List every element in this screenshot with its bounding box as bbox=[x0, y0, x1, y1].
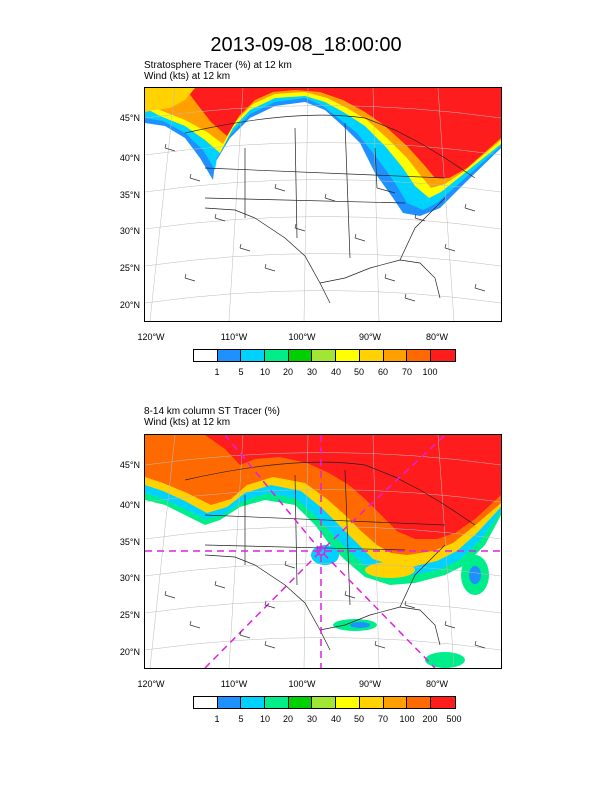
panel1-colorbar-label: 100 bbox=[422, 367, 438, 377]
panel2-lat-label: 35°N bbox=[119, 537, 140, 547]
panel1-colorbar-label: 50 bbox=[353, 367, 364, 377]
panel2-colorbar-label: 50 bbox=[353, 714, 364, 724]
panel2-cross-section-lines bbox=[145, 435, 501, 668]
colorbar-swatch bbox=[312, 697, 337, 708]
panel2-colorbar bbox=[193, 696, 456, 709]
colorbar-swatch bbox=[241, 697, 266, 708]
colorbar-swatch bbox=[194, 697, 218, 708]
colorbar-swatch bbox=[265, 697, 289, 708]
panel2-lon-label: 90°W bbox=[358, 679, 382, 689]
colorbar-swatch bbox=[407, 697, 431, 708]
panel1-tracer-red bbox=[185, 88, 501, 178]
panel1-lat-label: 45°N bbox=[119, 113, 140, 123]
panel1-colorbar bbox=[193, 349, 456, 362]
panel1-subtitle-line2: Wind (kts) at 12 km bbox=[144, 71, 231, 82]
panel1-lat-label: 20°N bbox=[119, 300, 140, 310]
panel2-colorbar-label: 40 bbox=[330, 714, 341, 724]
colorbar-swatch bbox=[359, 697, 384, 708]
colorbar-swatch bbox=[430, 697, 455, 708]
panel1-lat-label: 25°N bbox=[119, 263, 140, 273]
panel2-lat-label: 25°N bbox=[119, 610, 140, 620]
panel2-patch bbox=[350, 622, 370, 628]
figure-title: 2013-09-08_18:00:00 bbox=[210, 34, 402, 56]
panel1-colorbar-label: 20 bbox=[282, 367, 293, 377]
panel2-map-svg bbox=[145, 435, 501, 668]
panel2-map bbox=[144, 434, 502, 669]
colorbar-swatch bbox=[194, 350, 218, 361]
panel1-colorbar-label: 40 bbox=[330, 367, 341, 377]
panel2-wind-barbs bbox=[164, 560, 486, 649]
panel2-center-marker bbox=[316, 546, 326, 556]
panel2-subtitle-line2: Wind (kts) at 12 km bbox=[144, 417, 231, 428]
panel2-colorbar-label: 70 bbox=[377, 714, 388, 724]
panel1-graticule bbox=[145, 88, 501, 321]
panel2-lat-label: 45°N bbox=[119, 460, 140, 470]
panel1-tracer-yellow-west bbox=[145, 88, 195, 112]
colorbar-swatch bbox=[217, 697, 242, 708]
panel1-colorbar-label: 30 bbox=[306, 367, 317, 377]
panel1-map bbox=[144, 87, 502, 322]
panel2-lat-label: 30°N bbox=[119, 573, 140, 583]
panel1-subtitle-line1: Stratosphere Tracer (%) at 12 km bbox=[144, 60, 292, 71]
panel2-colorbar-label: 5 bbox=[238, 714, 244, 724]
colorbar-swatch bbox=[288, 697, 313, 708]
panel1-lat-label: 40°N bbox=[119, 153, 140, 163]
panel2-lon-label: 100°W bbox=[288, 679, 316, 689]
panel1-lon-label: 120°W bbox=[137, 332, 165, 342]
panel1-colorbar-label: 60 bbox=[377, 367, 388, 377]
colorbar-swatch bbox=[312, 350, 337, 361]
colorbar-swatch bbox=[217, 350, 242, 361]
panel2-colorbar-label: 100 bbox=[399, 714, 415, 724]
panel2-subtitle-line1: 8-14 km column ST Tracer (%) bbox=[144, 406, 280, 417]
colorbar-swatch bbox=[383, 697, 408, 708]
panel2-colorbar-label: 10 bbox=[259, 714, 270, 724]
colorbar-swatch bbox=[407, 350, 431, 361]
panel1-lon-label: 110°W bbox=[220, 332, 248, 342]
panel1-colorbar-label: 5 bbox=[238, 367, 244, 377]
panel2-colorbar-label: 20 bbox=[282, 714, 293, 724]
panel2-lon-label: 80°W bbox=[425, 679, 449, 689]
panel2-colorbar-label: 30 bbox=[306, 714, 317, 724]
panel2-lat-label: 20°N bbox=[119, 647, 140, 657]
panel1-colorbar-label: 1 bbox=[214, 367, 220, 377]
colorbar-swatch bbox=[336, 350, 360, 361]
colorbar-swatch bbox=[383, 350, 408, 361]
panel2-patch bbox=[469, 566, 481, 584]
panel1-lat-label: 30°N bbox=[119, 226, 140, 236]
panel2-colorbar-label: 1 bbox=[214, 714, 220, 724]
colorbar-swatch bbox=[336, 697, 360, 708]
panel2-colorbar-label: 200 bbox=[422, 714, 438, 724]
panel2-colorbar-label: 500 bbox=[446, 714, 462, 724]
panel2-lon-label: 120°W bbox=[137, 679, 165, 689]
panel1-wind-barbs bbox=[164, 143, 486, 302]
panel2-borders bbox=[184, 461, 476, 651]
panel1-colorbar-label: 10 bbox=[259, 367, 270, 377]
panel1-lat-label: 35°N bbox=[119, 190, 140, 200]
panel1-map-svg bbox=[145, 88, 501, 321]
panel1-colorbar-label: 70 bbox=[401, 367, 412, 377]
colorbar-swatch bbox=[241, 350, 266, 361]
panel1-lon-label: 80°W bbox=[425, 332, 449, 342]
panel2-tracer-red bbox=[205, 435, 501, 539]
panel1-lon-label: 90°W bbox=[358, 332, 382, 342]
colorbar-swatch bbox=[288, 350, 313, 361]
panel1-borders bbox=[184, 114, 476, 304]
panel2-lat-label: 40°N bbox=[119, 500, 140, 510]
colorbar-swatch bbox=[430, 350, 455, 361]
panel2-patch bbox=[425, 652, 465, 668]
panel1-lon-label: 100°W bbox=[288, 332, 316, 342]
colorbar-swatch bbox=[359, 350, 384, 361]
panel2-lon-label: 110°W bbox=[220, 679, 248, 689]
colorbar-swatch bbox=[265, 350, 289, 361]
